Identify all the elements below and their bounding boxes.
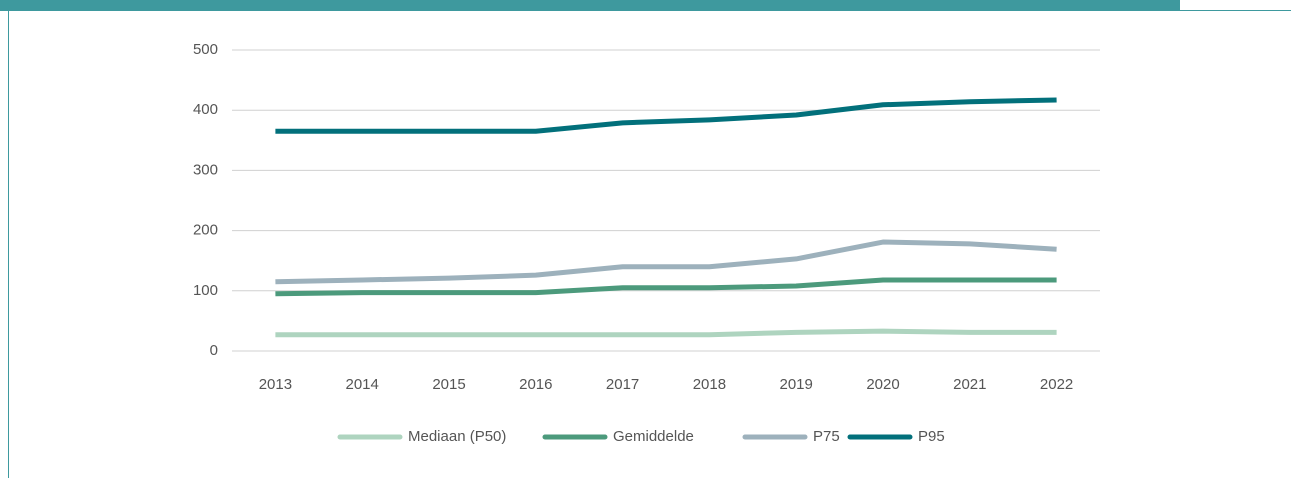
y-tick-label: 100 [193, 282, 218, 299]
x-tick-label: 2018 [693, 376, 726, 393]
y-tick-label: 400 [193, 101, 218, 118]
x-tick-label: 2014 [346, 376, 379, 393]
x-tick-label: 2021 [953, 376, 986, 393]
y-tick-label: 300 [193, 161, 218, 178]
y-tick-label: 0 [210, 342, 218, 359]
x-tick-label: 2019 [780, 376, 813, 393]
x-tick-label: 2020 [866, 376, 899, 393]
x-tick-label: 2013 [259, 376, 292, 393]
series-line [275, 277, 1057, 297]
x-tick-label: 2022 [1040, 376, 1073, 393]
x-tick-label: 2016 [519, 376, 552, 393]
series-line [275, 97, 1057, 134]
top-banner [0, 0, 1180, 11]
x-tick-label: 2015 [432, 376, 465, 393]
legend-label: P75 [813, 428, 840, 445]
legend-label: Gemiddelde [613, 428, 694, 445]
x-tick-label: 2017 [606, 376, 639, 393]
legend-label: P95 [918, 428, 945, 445]
series-line [275, 328, 1057, 338]
series-line [275, 239, 1057, 285]
y-tick-label: 500 [193, 41, 218, 58]
y-tick-label: 200 [193, 222, 218, 239]
legend-label: Mediaan (P50) [408, 428, 506, 445]
